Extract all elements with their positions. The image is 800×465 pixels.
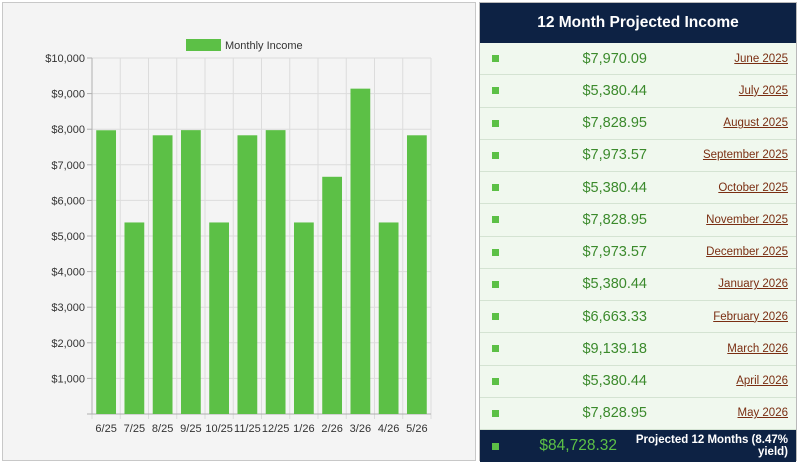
x-tick-label: 9/25 [180, 423, 201, 435]
month-link[interactable]: July 2025 [738, 84, 788, 97]
month-link[interactable]: August 2025 [723, 117, 788, 130]
row-amount: $7,973.57 [582, 147, 647, 164]
income-row: $7,973.57 September 2025 [480, 139, 796, 172]
income-chart-panel: $1,000 $2,000 $3,000 $4,000 $5,000 $6,000 $7,0… [2, 2, 476, 461]
x-tick-label: 8/25 [152, 423, 173, 435]
x-tick-label: 11/25 [234, 423, 261, 435]
bar [293, 222, 314, 414]
income-row: $7,828.95 August 2025 [480, 107, 796, 140]
x-tick-label: 10/25 [205, 423, 233, 435]
bar [406, 135, 427, 415]
row-marker [492, 151, 499, 159]
row-amount: $5,380.44 [582, 276, 647, 293]
y-tick-label: $9,000 [51, 89, 85, 101]
row-amount: $7,828.95 [582, 405, 647, 422]
x-tick-label: 5/26 [406, 423, 427, 435]
month-link[interactable]: March 2026 [727, 342, 788, 355]
x-tick-label: 6/25 [95, 423, 116, 435]
income-row: $7,828.95 May 2026 [480, 397, 796, 430]
x-tick-label: 2/26 [321, 423, 342, 435]
row-amount: $7,828.95 [582, 211, 647, 228]
x-tick-label: 3/26 [350, 423, 371, 435]
row-amount: $5,380.44 [582, 82, 647, 99]
bar [378, 222, 399, 414]
income-total-row: $84,728.32 Projected 12 Months (8.47% yi… [480, 430, 796, 462]
chart-legend[interactable]: Monthly Income [186, 39, 303, 52]
row-marker [492, 248, 499, 256]
income-bar-chart: $1,000 $2,000 $3,000 $4,000 $5,000 $6,000 $7,0… [45, 39, 432, 435]
bar [322, 176, 343, 414]
chart-labels: $1,000 $2,000 $3,000 $4,000 $5,000 $6,000 $7,0… [45, 53, 427, 435]
bar [209, 222, 230, 414]
row-marker [492, 87, 499, 95]
row-amount: $6,663.33 [582, 308, 647, 325]
row-amount: $5,380.44 [582, 373, 647, 390]
row-marker [492, 55, 499, 63]
y-tick-label: $10,000 [45, 53, 85, 65]
income-row: $5,380.44 January 2026 [480, 268, 796, 301]
x-tick-label: 12/25 [262, 423, 290, 435]
month-link[interactable]: September 2025 [702, 149, 788, 162]
month-link[interactable]: April 2026 [736, 375, 788, 388]
income-row: $6,663.33 February 2026 [480, 301, 796, 334]
income-row: $5,380.44 October 2025 [480, 172, 796, 205]
bar [152, 135, 173, 415]
month-link[interactable]: November 2025 [706, 213, 788, 226]
row-marker [492, 377, 499, 385]
row-marker [492, 216, 499, 224]
row-marker [492, 313, 499, 321]
row-amount: $7,970.09 [582, 50, 647, 67]
income-row: $5,380.44 July 2025 [480, 75, 796, 108]
x-tick-label: 4/26 [378, 423, 399, 435]
y-tick-label: $2,000 [51, 338, 85, 350]
y-tick-label: $4,000 [51, 267, 85, 279]
month-link[interactable]: February 2026 [713, 310, 788, 323]
row-amount: $7,828.95 [582, 115, 647, 132]
bar [350, 88, 371, 414]
y-tick-label: $6,000 [51, 195, 85, 207]
income-row: $7,970.09 June 2025 [480, 43, 796, 76]
income-row: $9,139.18 March 2026 [480, 333, 796, 366]
bar [180, 130, 201, 414]
y-tick-label: $5,000 [51, 231, 85, 243]
month-link[interactable]: May 2026 [737, 407, 788, 420]
row-marker [492, 280, 499, 288]
bar [265, 130, 286, 414]
total-label: Projected 12 Months (8.47% yield) [635, 434, 788, 458]
income-row: $7,973.57 December 2025 [480, 236, 796, 269]
chart-bars [96, 88, 427, 415]
month-link[interactable]: January 2026 [718, 278, 788, 291]
projected-income-panel: 12 Month Projected Income $7,970.09 June … [479, 2, 797, 462]
y-tick-label: $7,000 [51, 160, 85, 172]
bar [124, 222, 145, 414]
x-tick-label: 7/25 [124, 423, 145, 435]
total-marker [492, 442, 499, 450]
y-tick-label: $1,000 [51, 373, 85, 385]
x-tick-label: 1/26 [293, 423, 314, 435]
row-marker [492, 119, 499, 127]
bar [96, 130, 117, 414]
row-marker [492, 184, 499, 192]
income-row: $5,380.44 April 2026 [480, 365, 796, 398]
total-amount: $84,728.32 [539, 437, 617, 454]
chart-axes [87, 57, 431, 415]
month-link[interactable]: October 2025 [718, 181, 788, 194]
bar [237, 135, 258, 415]
income-row: $7,828.95 November 2025 [480, 204, 796, 237]
income-rows: $7,970.09 June 2025 $5,380.44 July 2025 $7… [480, 43, 796, 430]
income-table-title: 12 Month Projected Income [480, 3, 796, 43]
legend-swatch [186, 39, 221, 51]
month-link[interactable]: December 2025 [706, 246, 788, 259]
row-marker [492, 345, 499, 353]
row-amount: $5,380.44 [582, 179, 647, 196]
y-tick-label: $3,000 [51, 302, 85, 314]
row-amount: $7,973.57 [582, 244, 647, 261]
month-link[interactable]: June 2025 [734, 52, 788, 65]
row-marker [492, 409, 499, 417]
legend-label: Monthly Income [225, 40, 303, 52]
row-amount: $9,139.18 [582, 340, 647, 357]
y-tick-label: $8,000 [51, 124, 85, 136]
